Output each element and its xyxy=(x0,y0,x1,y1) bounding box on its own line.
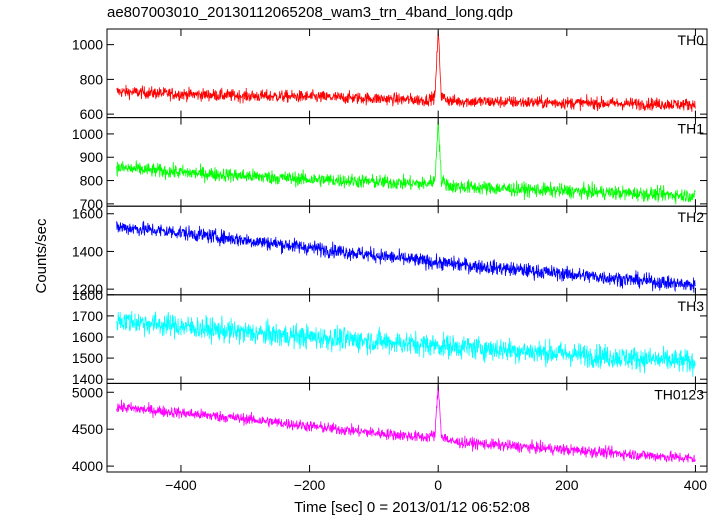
panels-layer: 600 800 1000 TH0 700 800 900 1000 TH1 1200 1400 160… xyxy=(72,28,708,493)
y-tick-label: 5000 xyxy=(72,384,103,400)
x-tick-label: −200 xyxy=(294,477,326,493)
y-axis-label: Counts/sec xyxy=(33,218,50,294)
y-tick-label: 1400 xyxy=(72,371,103,387)
series-line-th3 xyxy=(116,310,696,377)
panel-th0: 600 800 1000 TH0 xyxy=(72,28,708,122)
x-tick-label: 0 xyxy=(434,477,442,493)
y-tick-label: 1700 xyxy=(72,308,103,324)
y-tick-label: 1600 xyxy=(72,206,103,222)
panel-label: TH2 xyxy=(678,209,705,225)
x-tick-label: −400 xyxy=(165,477,197,493)
y-tick-label: 800 xyxy=(80,71,104,87)
y-tick-label: 1200 xyxy=(72,281,103,297)
panel-frame xyxy=(106,382,708,473)
y-tick-label: 1000 xyxy=(72,37,103,53)
y-tick-label: 1000 xyxy=(72,126,103,142)
series-line-th2 xyxy=(116,220,696,293)
y-tick-label: 1600 xyxy=(72,329,103,345)
x-tick-label: 400 xyxy=(684,477,708,493)
panel-th0123: 4000 4500 5000 TH0123 xyxy=(72,382,708,474)
y-tick-label: 1500 xyxy=(72,350,103,366)
y-tick-label: 900 xyxy=(80,149,104,165)
y-tick-label: 4000 xyxy=(72,458,103,474)
x-axis-label: Time [sec] 0 = 2013/01/12 06:52:08 xyxy=(294,499,530,516)
y-tick-label: 4500 xyxy=(72,421,103,437)
x-tick-label: 200 xyxy=(555,477,579,493)
chart-title: ae807003010_20130112065208_wam3_trn_4ban… xyxy=(107,4,513,21)
panel-label: TH0123 xyxy=(654,386,704,402)
y-tick-label: 1400 xyxy=(72,243,103,259)
y-tick-label: 1800 xyxy=(72,287,103,303)
panel-label: TH0 xyxy=(678,32,705,48)
y-tick-label: 600 xyxy=(80,106,104,122)
y-tick-label: 700 xyxy=(80,196,104,212)
panel-th3: 1400 1500 1600 1700 1800 TH3 xyxy=(72,287,708,387)
series-line-th0 xyxy=(116,30,696,112)
panel-th2: 1200 1400 1600 TH2 xyxy=(72,205,708,297)
series-line-th0123 xyxy=(116,384,696,463)
series-line-th1 xyxy=(116,119,696,205)
panel-label: TH3 xyxy=(678,298,705,314)
panel-th1: 700 800 900 1000 TH1 xyxy=(72,117,708,212)
y-tick-label: 800 xyxy=(80,173,104,189)
panel-label: TH1 xyxy=(678,121,705,137)
